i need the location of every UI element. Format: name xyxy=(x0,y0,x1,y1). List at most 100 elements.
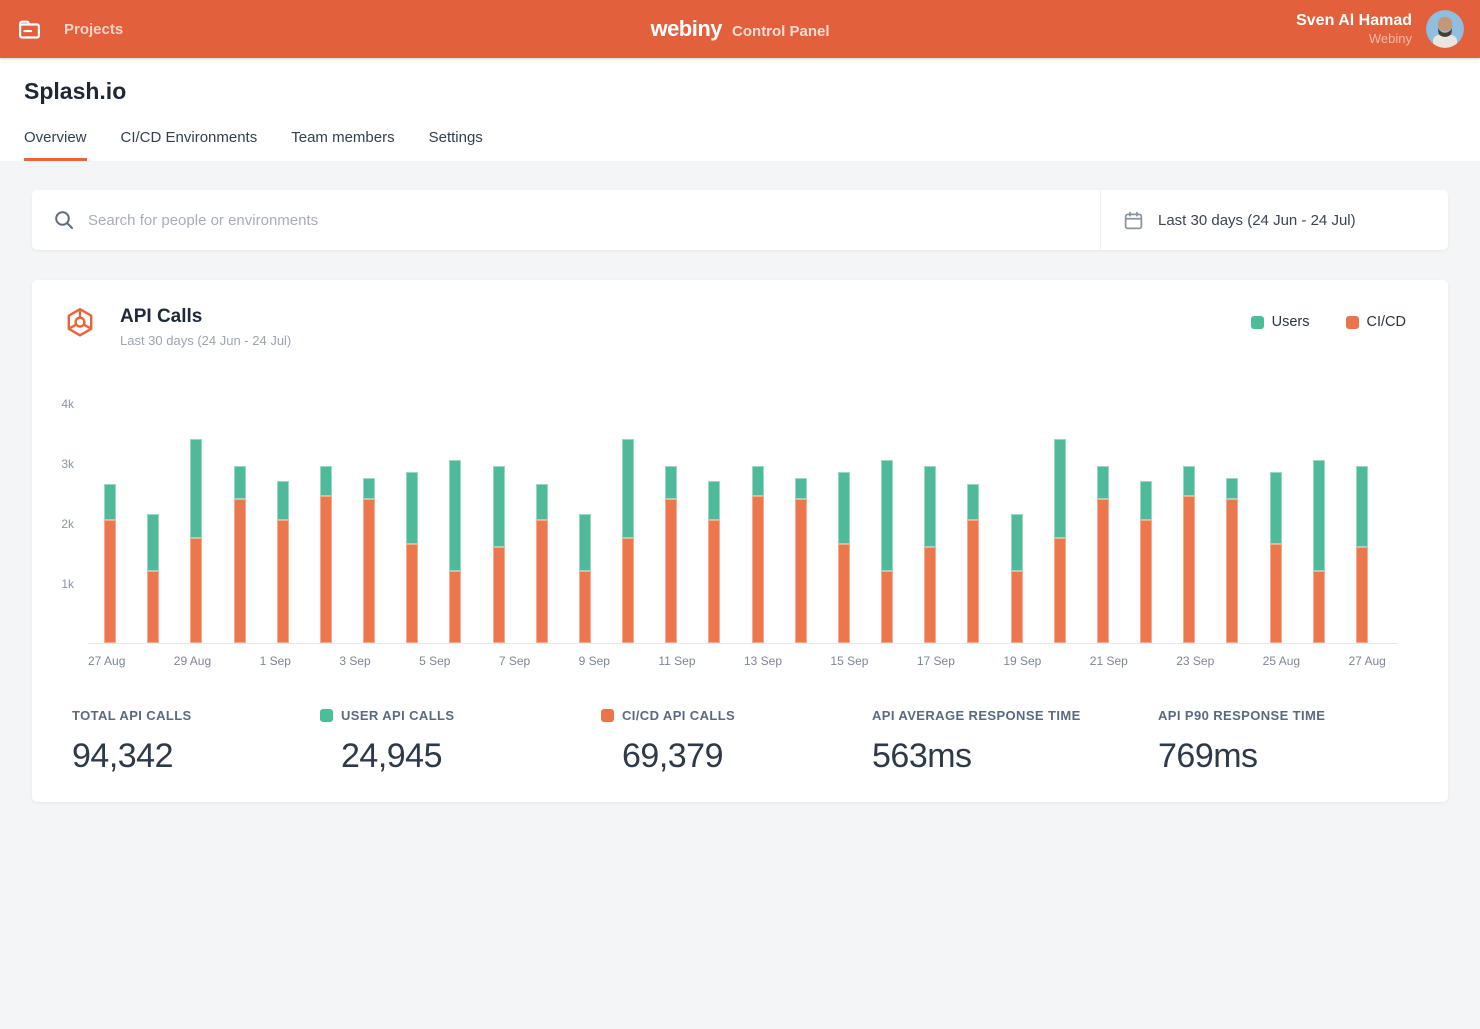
bar-group[interactable] xyxy=(1096,466,1109,643)
stat-total-api-calls: TOTAL API CALLS 94,342 xyxy=(72,708,320,776)
tab-settings[interactable]: Settings xyxy=(428,129,483,146)
chart-plot-area: 1k 2k 3k 4k 27 Aug 29 Aug 1 Sep 3 Sep 5 Sep 7 Se… xyxy=(32,397,1448,668)
bar-group[interactable] xyxy=(967,484,980,643)
stat-value: 563ms xyxy=(872,737,972,775)
users-swatch xyxy=(1250,315,1264,329)
search-box xyxy=(32,190,1100,250)
x-tick-label: 3 Sep xyxy=(339,654,371,668)
x-tick-label: 19 Sep xyxy=(1003,654,1042,668)
api-calls-card: API Calls Last 30 days (24 Jun - 24 Jul)… xyxy=(32,280,1448,802)
legend-item-cicd[interactable]: CI/CD xyxy=(1345,314,1406,330)
bar-segment-users xyxy=(622,439,635,538)
tab-team-members[interactable]: Team members xyxy=(291,129,395,146)
stats-row: TOTAL API CALLS 94,342 USER API CALLS 24… xyxy=(32,708,1448,776)
bar-group[interactable] xyxy=(1140,481,1153,643)
bar-segment-cicd xyxy=(147,571,160,643)
bar-segment-users xyxy=(881,460,894,571)
stat-label: CI/CD API CALLS xyxy=(622,708,736,723)
bar-group[interactable] xyxy=(708,481,721,643)
user-menu[interactable]: Sven Al Hamad Webiny xyxy=(1296,10,1464,48)
bar-segment-users xyxy=(967,484,980,520)
bar-segment-users xyxy=(492,466,505,547)
bar-segment-cicd xyxy=(449,571,462,643)
y-tick-label: 3k xyxy=(61,457,74,471)
bar-group[interactable] xyxy=(449,460,462,643)
bar-group[interactable] xyxy=(363,478,376,643)
bar-group[interactable] xyxy=(751,466,764,643)
bar-segment-cicd xyxy=(967,520,980,643)
bar-segment-cicd xyxy=(794,499,807,643)
bar-segment-cicd xyxy=(233,499,246,643)
projects-nav-label[interactable]: Projects xyxy=(64,20,124,38)
bar-segment-users xyxy=(104,484,116,520)
bar-group[interactable] xyxy=(665,466,678,643)
bar-group[interactable] xyxy=(190,439,203,643)
stat-value: 24,945 xyxy=(341,737,443,775)
tab-overview[interactable]: Overview xyxy=(24,129,87,161)
stat-label: API AVERAGE RESPONSE TIME xyxy=(872,708,1081,723)
bar-segment-cicd xyxy=(665,499,678,643)
app-logo: webiny Control Panel xyxy=(650,16,829,42)
bar-group[interactable] xyxy=(1053,439,1066,643)
bar-segment-users xyxy=(1183,466,1196,496)
avatar[interactable] xyxy=(1426,10,1464,48)
bar-group[interactable] xyxy=(1355,466,1368,643)
legend-item-users[interactable]: Users xyxy=(1250,314,1310,330)
bar-group[interactable] xyxy=(104,484,116,643)
bar-group[interactable] xyxy=(406,472,419,643)
bar-group[interactable] xyxy=(1010,514,1023,643)
bar-segment-users xyxy=(406,472,419,544)
bar-segment-users xyxy=(1053,439,1066,538)
bar-group[interactable] xyxy=(1226,478,1239,643)
bar-segment-cicd xyxy=(837,544,850,643)
stat-label: API P90 RESPONSE TIME xyxy=(1158,708,1326,723)
bar-segment-users xyxy=(1140,481,1153,520)
chart-subtitle: Last 30 days (24 Jun - 24 Jul) xyxy=(120,333,292,348)
folder-icon[interactable] xyxy=(17,17,42,42)
bar-segment-cicd xyxy=(1312,571,1325,643)
bar-group[interactable] xyxy=(492,466,505,643)
page-header: Splash.io Overview CI/CD Environments Te… xyxy=(0,58,1480,161)
search-icon xyxy=(55,211,73,229)
bar-segment-users xyxy=(1226,478,1239,499)
bar-segment-users xyxy=(1010,514,1023,571)
users-dot-icon xyxy=(320,709,333,722)
bar-segment-users xyxy=(751,466,764,496)
bar-group[interactable] xyxy=(1269,472,1282,643)
bar-group[interactable] xyxy=(1183,466,1196,643)
bar-segment-cicd xyxy=(406,544,419,643)
bar-group[interactable] xyxy=(578,514,591,643)
bar-group[interactable] xyxy=(924,466,937,643)
bar-segment-users xyxy=(535,484,548,520)
bars xyxy=(104,404,1368,643)
bar-group[interactable] xyxy=(276,481,289,643)
bar-group[interactable] xyxy=(1312,460,1325,643)
bar-group[interactable] xyxy=(233,466,246,643)
date-range-label: Last 30 days (24 Jun - 24 Jul) xyxy=(1158,211,1356,229)
bar-group[interactable] xyxy=(535,484,548,643)
stat-label: USER API CALLS xyxy=(341,708,455,723)
bar-group[interactable] xyxy=(837,472,850,643)
bar-group[interactable] xyxy=(319,466,332,643)
bar-segment-users xyxy=(924,466,937,547)
date-range-picker[interactable]: Last 30 days (24 Jun - 24 Jul) xyxy=(1100,190,1448,250)
bar-segment-cicd xyxy=(578,571,591,643)
bar-group[interactable] xyxy=(147,514,160,643)
bar-segment-users xyxy=(1269,472,1282,544)
x-tick-label: 21 Sep xyxy=(1089,654,1128,668)
bar-segment-users xyxy=(233,466,246,499)
bar-segment-cicd xyxy=(708,520,721,643)
bar-group[interactable] xyxy=(881,460,894,643)
bar-segment-cicd xyxy=(751,496,764,643)
x-tick-label: 7 Sep xyxy=(498,654,531,668)
legend-label-cicd: CI/CD xyxy=(1366,314,1406,330)
bar-segment-users xyxy=(578,514,591,571)
tab-bar: Overview CI/CD Environments Team members… xyxy=(24,129,1456,161)
bar-segment-cicd xyxy=(1355,547,1368,643)
bar-group[interactable] xyxy=(794,478,807,643)
bar-segment-cicd xyxy=(1010,571,1023,643)
tab-cicd-environments[interactable]: CI/CD Environments xyxy=(120,129,258,146)
bar-segment-cicd xyxy=(190,538,203,643)
search-input[interactable] xyxy=(88,211,1100,229)
bar-group[interactable] xyxy=(622,439,635,643)
